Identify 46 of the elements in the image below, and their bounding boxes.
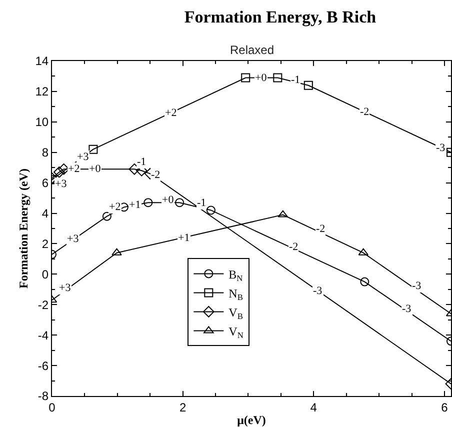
chart-subtitle: Relaxed — [230, 43, 274, 57]
annotation: +0 — [89, 163, 102, 175]
annotation: +0 — [255, 72, 268, 84]
y-tick-label: -4 — [38, 328, 49, 342]
y-tick-label: 8 — [42, 146, 49, 160]
annotation: -2 — [360, 106, 370, 118]
y-tick-label: 10 — [35, 115, 49, 130]
y-tick-label: -8 — [38, 389, 49, 404]
annotation: +3 — [77, 151, 90, 163]
annotation: -1 — [197, 197, 206, 209]
legend-label: N$_{B}$ — [228, 286, 244, 302]
y-tick-label: 12 — [35, 84, 49, 99]
annotation: -3 — [412, 280, 422, 292]
annotation: +3 — [59, 282, 72, 294]
y-tick-label: -6 — [38, 358, 49, 373]
legend-label: V$_{B}$ — [228, 305, 244, 321]
annotation: -3 — [436, 142, 446, 154]
annotation: -3 — [402, 303, 412, 315]
annotation: +2 — [165, 107, 177, 119]
annotation: -2 — [289, 241, 298, 253]
x-tick-label: 4 — [310, 400, 318, 414]
annotation: -1 — [291, 74, 300, 86]
annotation: +3 — [67, 233, 80, 245]
y-tick-label: -2 — [38, 298, 49, 312]
annotation: -3 — [313, 285, 323, 297]
x-tick-label: 6 — [441, 400, 448, 414]
y-tick-label: 0 — [42, 267, 49, 282]
annotation: +0 — [162, 194, 174, 206]
y-tick-label: 2 — [42, 236, 49, 251]
y-tick-label: 14 — [35, 54, 49, 68]
y-tick-label: 4 — [42, 206, 49, 220]
annotation: +2 — [109, 201, 121, 213]
legend-label: V$_{N}$ — [228, 324, 244, 340]
annotation: +1 — [129, 199, 141, 211]
annotation: +3 — [55, 178, 68, 190]
annotation: +1 — [178, 232, 190, 244]
annotation: -2 — [316, 223, 326, 235]
y-tick-label: 6 — [42, 176, 49, 190]
annotation: -2 — [151, 169, 160, 181]
y-axis-title: Formation Energy (eV) — [16, 168, 31, 288]
legend-label: B$_{N}$ — [228, 267, 243, 283]
x-axis-title: μ(eV) — [237, 413, 266, 427]
x-tick-label: 2 — [179, 400, 186, 414]
annotation: -1 — [137, 156, 146, 168]
chart-title: Formation Energy, B Rich — [184, 8, 377, 27]
annotation: +2 — [68, 163, 80, 175]
